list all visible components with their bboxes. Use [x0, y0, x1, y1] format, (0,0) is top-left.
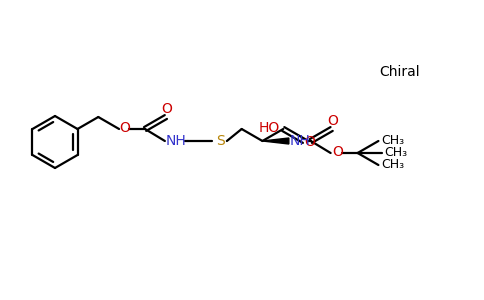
Text: NH: NH [166, 134, 186, 148]
Text: O: O [332, 145, 343, 159]
Text: HO: HO [258, 121, 280, 135]
Text: O: O [162, 102, 172, 116]
Text: O: O [120, 121, 131, 135]
Text: O: O [327, 114, 338, 128]
Text: CH₃: CH₃ [384, 146, 407, 158]
Text: CH₃: CH₃ [381, 134, 404, 146]
Text: CH₃: CH₃ [381, 158, 404, 172]
Text: NH: NH [289, 134, 310, 148]
Text: Chiral: Chiral [379, 65, 420, 79]
Polygon shape [262, 138, 289, 144]
Text: S: S [216, 134, 225, 148]
Text: O: O [304, 135, 316, 149]
